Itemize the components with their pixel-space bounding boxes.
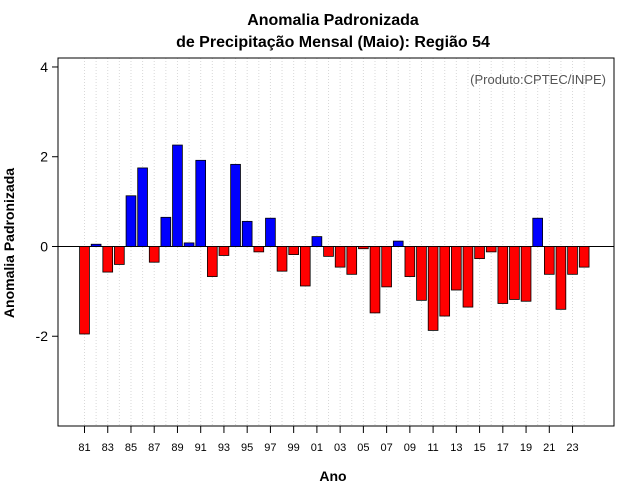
x-tick-label: 91	[195, 442, 207, 454]
bar-03	[334, 246, 346, 268]
y-axis: -2 0 2 4	[36, 59, 58, 344]
bar-22	[555, 246, 567, 310]
x-tick-label: 11	[427, 442, 438, 454]
bar-93	[218, 246, 230, 256]
bar-82	[90, 243, 102, 247]
bar-92	[207, 246, 218, 277]
plot-frame	[57, 57, 615, 427]
y-tick-label: 0	[40, 238, 48, 254]
bar-96	[253, 246, 265, 253]
x-tick-label: 93	[218, 442, 230, 454]
chart-title: Anomalia Padronizada	[247, 12, 419, 29]
y-tick-label: 2	[40, 149, 48, 165]
bar-81	[79, 246, 90, 335]
bar-10	[416, 246, 427, 301]
bar-18	[509, 246, 520, 300]
y-tick-label: 4	[40, 59, 48, 75]
bar-90	[183, 242, 195, 247]
bar-95	[241, 220, 253, 247]
bar-06	[369, 246, 381, 314]
bar-16	[485, 246, 497, 253]
bar-11	[427, 246, 439, 331]
grid-lines	[84, 58, 585, 426]
chart-subtitle: de Precipitação Mensal (Maio): Região 54	[176, 34, 490, 51]
x-tick-label: 13	[450, 442, 462, 454]
x-tick-label: 15	[473, 442, 485, 454]
bar-21	[544, 246, 555, 275]
x-tick-label: 83	[102, 442, 114, 454]
bar-83	[102, 246, 114, 273]
x-tick-label: 85	[125, 442, 137, 454]
bar-99	[288, 246, 299, 255]
bar-19	[520, 246, 532, 302]
x-tick-label: 23	[566, 442, 578, 454]
bar-15	[474, 246, 485, 260]
bar-13	[451, 246, 462, 291]
bar-87	[148, 246, 160, 263]
bar-23	[567, 246, 578, 275]
bar-86	[137, 167, 148, 247]
bar-97	[265, 217, 276, 247]
x-tick-label: 21	[543, 442, 555, 454]
x-tick-label: 01	[311, 442, 323, 454]
x-tick-label: 05	[357, 442, 369, 454]
x-tick-label: 99	[288, 442, 300, 454]
bar-89	[172, 144, 183, 247]
x-axis: 81 83 85 87 89 91 93 95 97 99 01 03 05 07 09 11 13 15 17 19…	[78, 426, 579, 454]
bar-98	[276, 246, 288, 272]
source-annotation: (Produto:CPTEC/INPE)	[470, 72, 606, 87]
bar-08	[392, 240, 404, 247]
bar-85	[125, 195, 137, 247]
x-tick-label: 97	[264, 442, 276, 454]
x-tick-label: 03	[334, 442, 346, 454]
bar-20	[532, 217, 543, 247]
bar-07	[381, 246, 392, 288]
bar-84	[114, 246, 125, 265]
bars-group	[79, 144, 590, 335]
bar-04	[346, 246, 358, 275]
x-tick-label: 17	[497, 442, 509, 454]
x-tick-label: 81	[78, 442, 90, 454]
bar-01	[311, 236, 323, 247]
x-axis-label: Ano	[319, 468, 346, 484]
bar-05	[358, 246, 369, 250]
bar-02	[323, 246, 334, 257]
y-axis-label: Anomalia Padronizada	[1, 168, 17, 318]
bar-14	[462, 246, 474, 308]
bar-94	[230, 163, 241, 247]
bar-00	[299, 246, 311, 287]
bar-12	[439, 246, 451, 317]
bar-17	[497, 246, 509, 304]
x-tick-label: 09	[404, 442, 416, 454]
bar-88	[160, 216, 172, 247]
x-tick-label: 87	[148, 442, 160, 454]
x-tick-label: 07	[380, 442, 392, 454]
bar-09	[404, 246, 416, 277]
bar-91	[195, 159, 207, 247]
y-tick-label: -2	[36, 328, 49, 344]
bar-24	[578, 246, 590, 268]
x-tick-label: 19	[520, 442, 532, 454]
x-tick-label: 89	[171, 442, 183, 454]
x-tick-label: 95	[241, 442, 253, 454]
